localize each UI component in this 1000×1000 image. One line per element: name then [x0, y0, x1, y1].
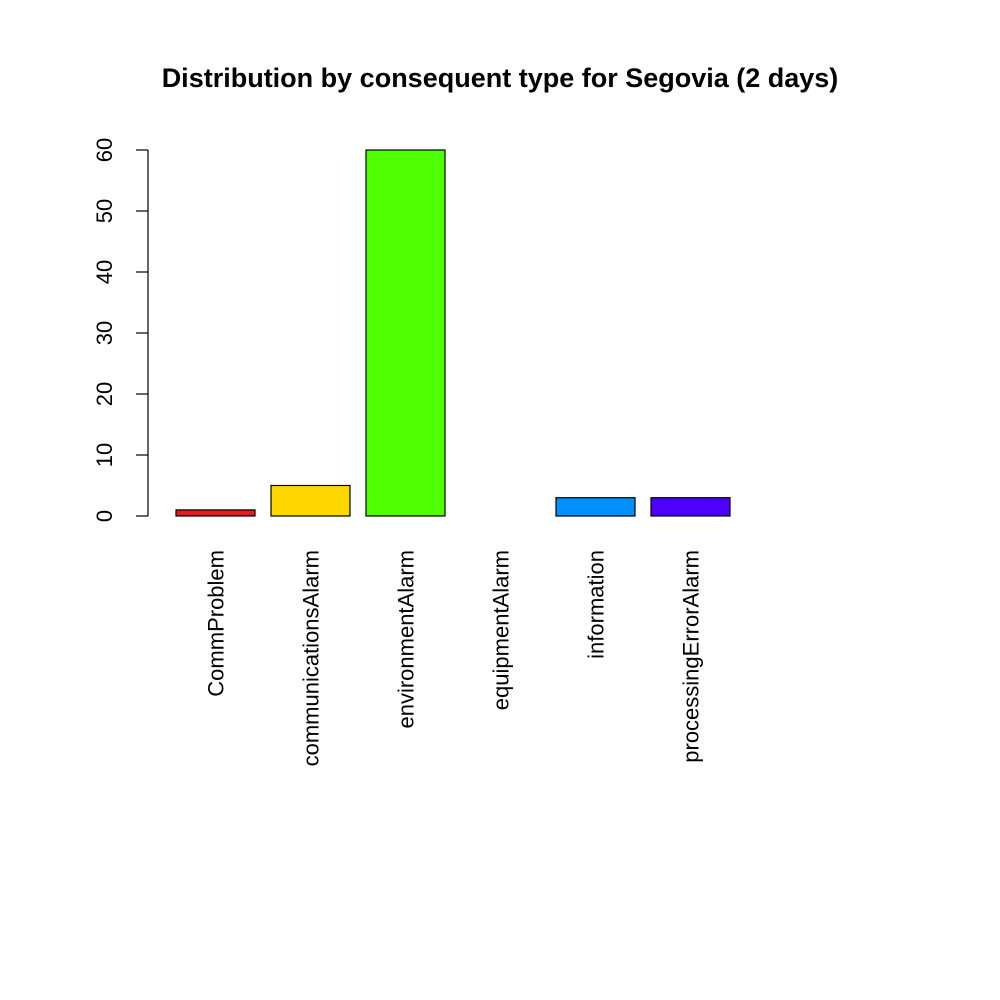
y-tick-label: 50 [92, 199, 117, 223]
chart-title: Distribution by consequent type for Sego… [162, 63, 839, 93]
y-tick-label: 40 [92, 260, 117, 284]
bar [650, 497, 731, 517]
x-tick-label: equipmentAlarm [489, 550, 514, 710]
x-tick-label: processingErrorAlarm [679, 550, 704, 763]
y-tick-label: 20 [92, 382, 117, 406]
bar [175, 509, 256, 517]
x-tick-label: CommProblem [204, 550, 229, 697]
bars [175, 149, 731, 517]
x-tick-label: environmentAlarm [394, 550, 419, 729]
category-labels: CommProblem communicationsAlarm environmen… [204, 550, 704, 766]
bar [270, 484, 351, 517]
bar [555, 497, 636, 517]
y-axis: 0 10 20 30 40 50 60 [92, 138, 149, 522]
y-tick-label: 30 [92, 321, 117, 345]
y-tick-label: 10 [92, 443, 117, 467]
y-tick-label: 60 [92, 138, 117, 162]
bar [365, 149, 446, 517]
y-tick-label: 0 [92, 510, 117, 522]
x-tick-label: communicationsAlarm [299, 550, 324, 766]
x-tick-label: information [584, 550, 609, 659]
